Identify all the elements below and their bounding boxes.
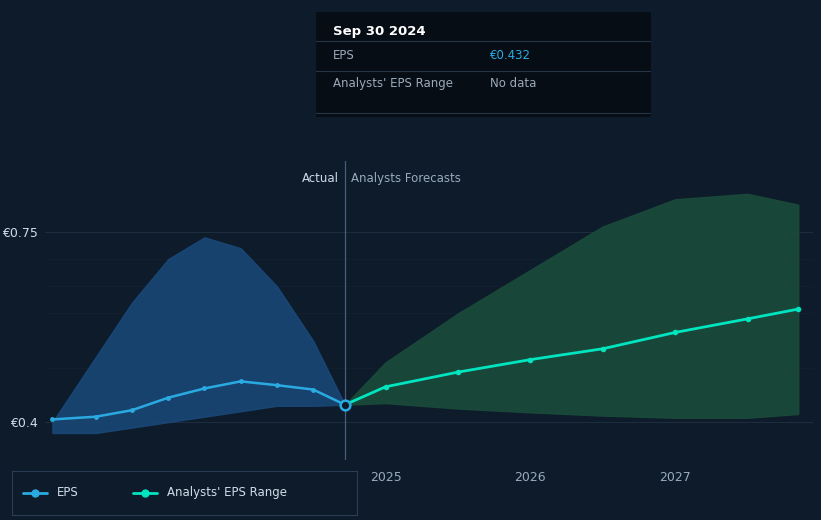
Text: Actual: Actual (302, 172, 339, 185)
Text: No data: No data (490, 77, 537, 90)
Text: EPS: EPS (57, 486, 79, 499)
Text: Analysts' EPS Range: Analysts' EPS Range (167, 486, 287, 499)
Text: Analysts Forecasts: Analysts Forecasts (351, 172, 461, 185)
Text: EPS: EPS (333, 49, 355, 62)
Text: Sep 30 2024: Sep 30 2024 (333, 24, 425, 37)
Text: €0.432: €0.432 (490, 49, 531, 62)
Text: Analysts' EPS Range: Analysts' EPS Range (333, 77, 452, 90)
